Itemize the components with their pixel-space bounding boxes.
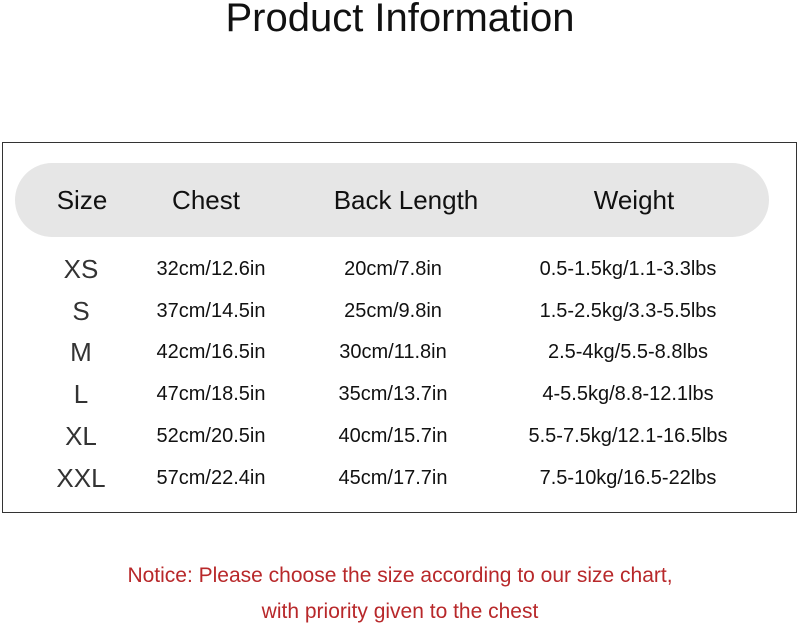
- cell-back-length: 25cm/9.8in: [344, 300, 442, 322]
- table-row: L 47cm/18.5in 35cm/13.7in 4-5.5kg/8.8-12.1l…: [3, 374, 796, 414]
- cell-weight: 5.5-7.5kg/12.1-16.5lbs: [528, 425, 728, 447]
- cell-back-length: 40cm/15.7in: [338, 425, 448, 447]
- cell-weight: 7.5-10kg/16.5-22lbs: [539, 467, 717, 489]
- cell-weight: 4-5.5kg/8.8-12.1lbs: [542, 383, 714, 405]
- cell-size: XXL: [56, 463, 106, 493]
- cell-chest: 57cm/22.4in: [156, 467, 266, 489]
- cell-size: S: [72, 296, 90, 326]
- cell-size: M: [70, 337, 92, 367]
- cell-weight: 2.5-4kg/5.5-8.8lbs: [547, 341, 709, 363]
- page-title: Product Information: [225, 0, 575, 40]
- header-weight: Weight: [593, 185, 675, 215]
- size-chart-table: Size Chest Back Length Weight XS 32cm/12.…: [2, 142, 797, 513]
- cell-chest: 42cm/16.5in: [156, 341, 266, 363]
- cell-back-length: 45cm/17.7in: [338, 467, 448, 489]
- table-row: XS 32cm/12.6in 20cm/7.8in 0.5-1.5kg/1.1-3.3…: [3, 249, 796, 289]
- notice-line-2: with priority given to the chest: [261, 600, 539, 623]
- cell-back-length: 30cm/11.8in: [339, 341, 447, 363]
- cell-size: XS: [63, 254, 99, 284]
- table-row: XXL 57cm/22.4in 45cm/17.7in 7.5-10kg/16.5-2…: [3, 458, 796, 498]
- cell-chest: 37cm/14.5in: [156, 300, 266, 322]
- header-chest: Chest: [172, 185, 240, 215]
- cell-chest: 32cm/12.6in: [156, 258, 266, 280]
- table-row: XL 52cm/20.5in 40cm/15.7in 5.5-7.5kg/12.1-1…: [3, 416, 796, 456]
- cell-chest: 52cm/20.5in: [156, 425, 266, 447]
- cell-size: L: [73, 379, 89, 409]
- table-header: Size Chest Back Length Weight: [15, 163, 769, 237]
- cell-weight: 0.5-1.5kg/1.1-3.3lbs: [539, 258, 717, 280]
- cell-weight: 1.5-2.5kg/3.3-5.5lbs: [539, 300, 717, 322]
- table-row: S 37cm/14.5in 25cm/9.8in 1.5-2.5kg/3.3-5.5l…: [3, 291, 796, 331]
- cell-back-length: 35cm/13.7in: [338, 383, 448, 405]
- header-size: Size: [56, 185, 108, 215]
- notice-line-1: Notice: Please choose the size according…: [127, 564, 673, 587]
- cell-chest: 47cm/18.5in: [156, 383, 266, 405]
- cell-back-length: 20cm/7.8in: [344, 258, 442, 280]
- table-row: M 42cm/16.5in 30cm/11.8in 2.5-4kg/5.5-8.8lb…: [3, 332, 796, 372]
- header-back-length: Back Length: [333, 185, 479, 215]
- cell-size: XL: [65, 421, 97, 451]
